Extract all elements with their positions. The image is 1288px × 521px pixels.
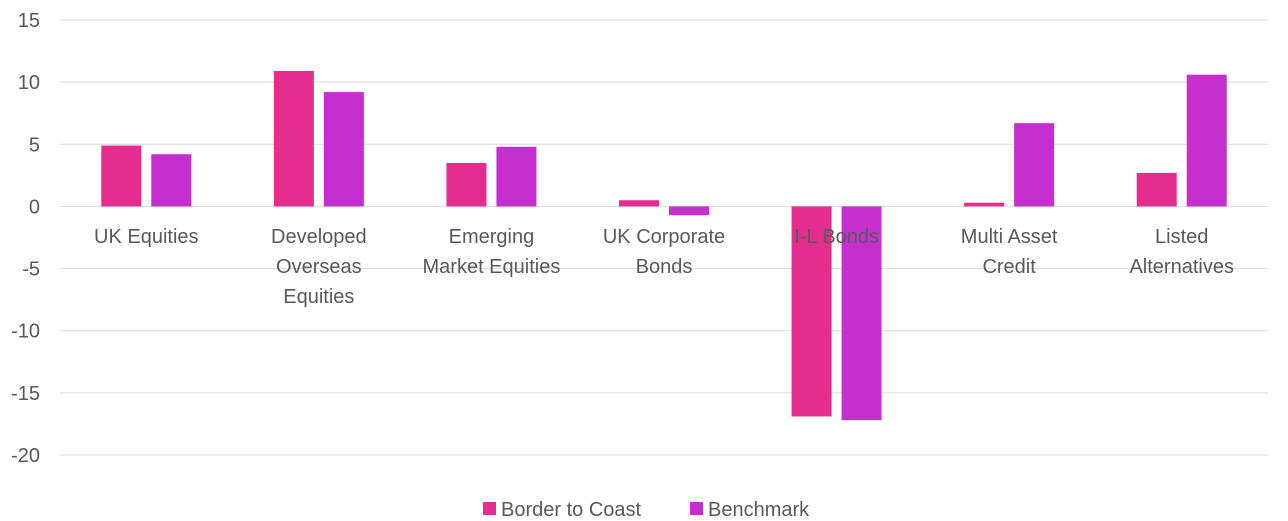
category-label: Multi Asset Credit (961, 226, 1058, 278)
bar-benchmark (669, 206, 709, 216)
y-tick-label: -15 (11, 383, 40, 405)
bar-border-to-coast (446, 162, 487, 207)
legend-swatch (483, 502, 496, 515)
y-axis-ticks: 15 10 5 0 -5 -10 -15 -20 (11, 10, 40, 467)
category-labels: UK Equities Developed Overseas Equities Emer… (94, 226, 1234, 308)
legend: Border to Coast Benchmark (483, 499, 810, 521)
bar-border-to-coast (273, 70, 314, 207)
y-tick-label: -20 (11, 445, 40, 467)
y-tick-label: 10 (18, 72, 40, 94)
bar-border-to-coast (619, 200, 659, 207)
y-tick-label: 5 (29, 134, 40, 156)
category-label: Developed Overseas Equities (271, 226, 367, 308)
bar-benchmark (151, 154, 192, 207)
category-label: UK Equities (94, 226, 199, 248)
bars (101, 70, 1227, 421)
category-label: UK Corporate Bonds (603, 226, 725, 278)
category-label: I-L Bonds (794, 226, 879, 248)
y-tick-label: 15 (18, 10, 40, 32)
category-label: Emerging Market Equities (423, 226, 561, 278)
y-tick-label: -5 (22, 259, 40, 281)
legend-swatch (690, 502, 703, 515)
legend-label: Benchmark (708, 499, 810, 521)
bar-border-to-coast (964, 202, 1005, 207)
bar-benchmark (1186, 74, 1227, 207)
bar-border-to-coast (1136, 172, 1177, 207)
bar-benchmark (841, 206, 882, 421)
legend-label: Border to Coast (501, 499, 642, 521)
y-tick-label: -10 (11, 321, 40, 343)
y-tick-label: 0 (29, 196, 40, 218)
bar-benchmark (1014, 123, 1055, 207)
bar-border-to-coast (101, 145, 142, 207)
bar-benchmark (496, 146, 537, 207)
bar-border-to-coast (791, 206, 832, 417)
gridlines (60, 19, 1268, 456)
bar-benchmark (323, 92, 364, 207)
category-label: Listed Alternatives (1129, 226, 1234, 278)
